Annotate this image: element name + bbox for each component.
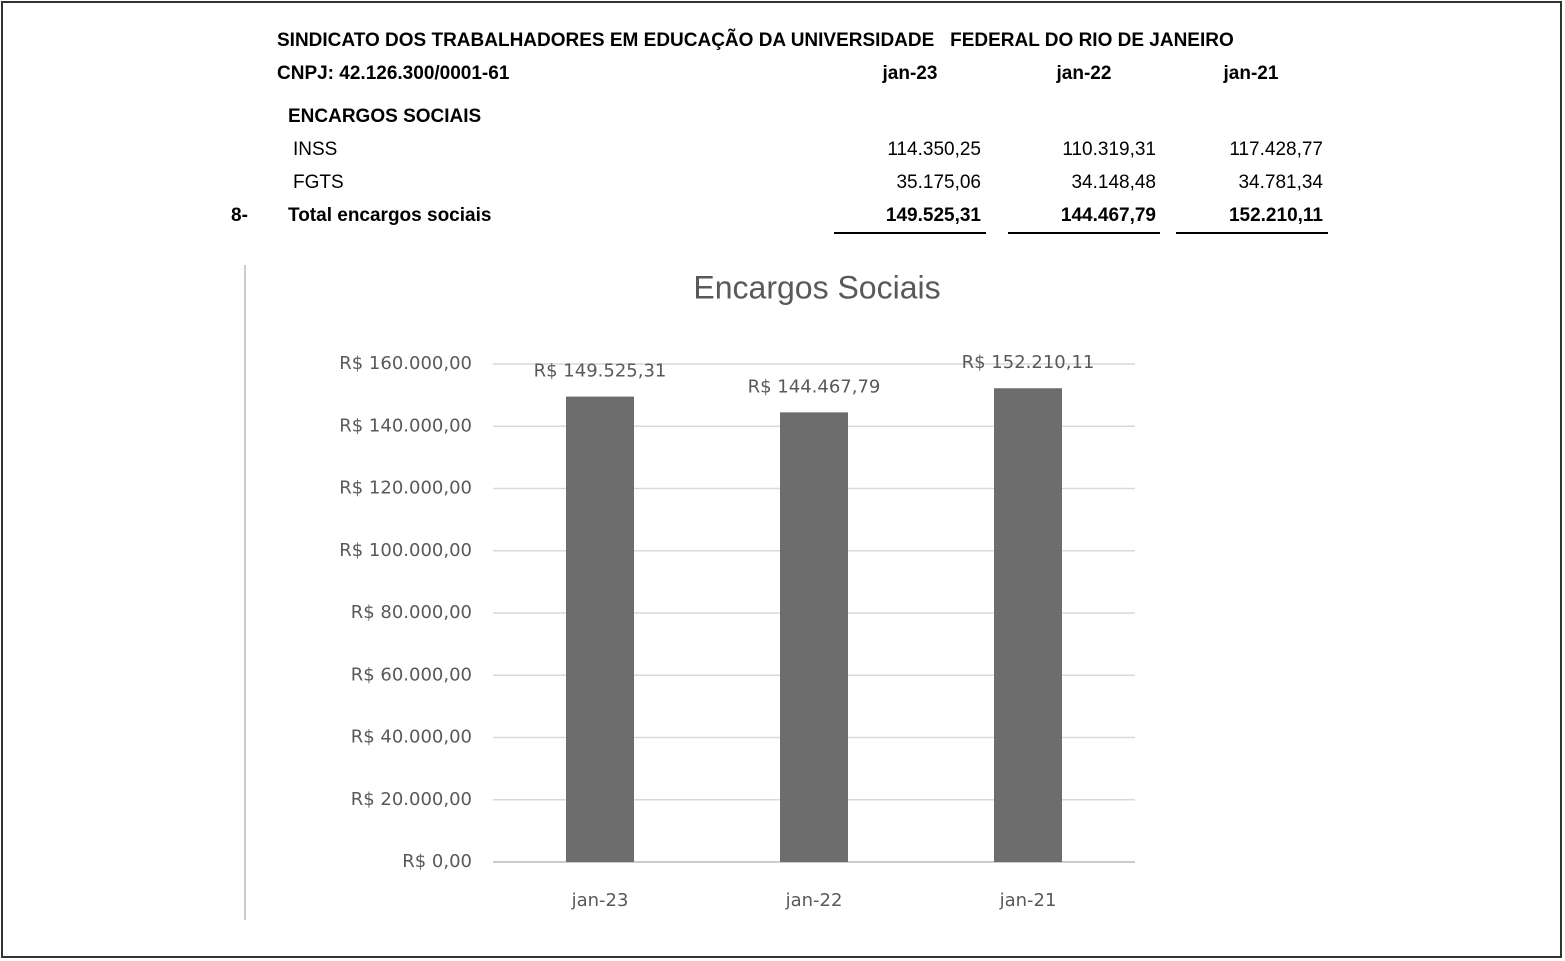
data-label: R$ 152.210,11 (962, 352, 1095, 373)
column-header: jan-23 (882, 63, 938, 84)
cell: 117.428,77 (1229, 139, 1323, 160)
y-tick-label: R$ 0,00 (402, 851, 472, 872)
cell: 114.350,25 (887, 139, 981, 160)
row-label: INSS (293, 139, 337, 160)
total-cell: 144.467,79 (1061, 205, 1156, 226)
data-label: R$ 144.467,79 (748, 376, 881, 397)
y-tick-label: R$ 80.000,00 (351, 602, 472, 623)
y-tick-label: R$ 100.000,00 (339, 540, 472, 561)
total-cell: 152.210,11 (1229, 205, 1323, 226)
doc-title: SINDICATO DOS TRABALHADORES EM EDUCAÇÃO … (277, 29, 1234, 51)
x-tick-label: jan-21 (999, 890, 1057, 911)
x-tick-label: jan-23 (571, 890, 629, 911)
x-tick-label: jan-22 (785, 890, 843, 911)
chart-title: Encargos Sociais (693, 269, 940, 305)
y-tick-label: R$ 60.000,00 (351, 664, 472, 685)
y-tick-label: R$ 140.000,00 (339, 415, 472, 436)
data-label: R$ 149.525,31 (534, 361, 667, 382)
bar (566, 396, 634, 862)
cell: 34.781,34 (1238, 172, 1323, 193)
y-tick-label: R$ 160.000,00 (339, 353, 472, 374)
cell: 34.148,48 (1071, 172, 1156, 193)
bar (994, 388, 1062, 862)
total-cell: 149.525,31 (886, 205, 982, 226)
column-header: jan-22 (1056, 63, 1112, 84)
cell: 35.175,06 (896, 172, 981, 193)
bar (780, 412, 848, 862)
row-label: FGTS (293, 172, 344, 193)
section-title: ENCARGOS SOCIAIS (288, 106, 481, 127)
cnpj: CNPJ: 42.126.300/0001-61 (277, 63, 510, 84)
y-tick-label: R$ 20.000,00 (351, 789, 472, 810)
column-header: jan-21 (1223, 63, 1279, 84)
cell: 110.319,31 (1062, 139, 1156, 160)
y-tick-label: R$ 120.000,00 (339, 478, 472, 499)
y-tick-label: R$ 40.000,00 (351, 727, 472, 748)
total-label: Total encargos sociais (288, 205, 491, 226)
row-number: 8- (231, 205, 248, 226)
